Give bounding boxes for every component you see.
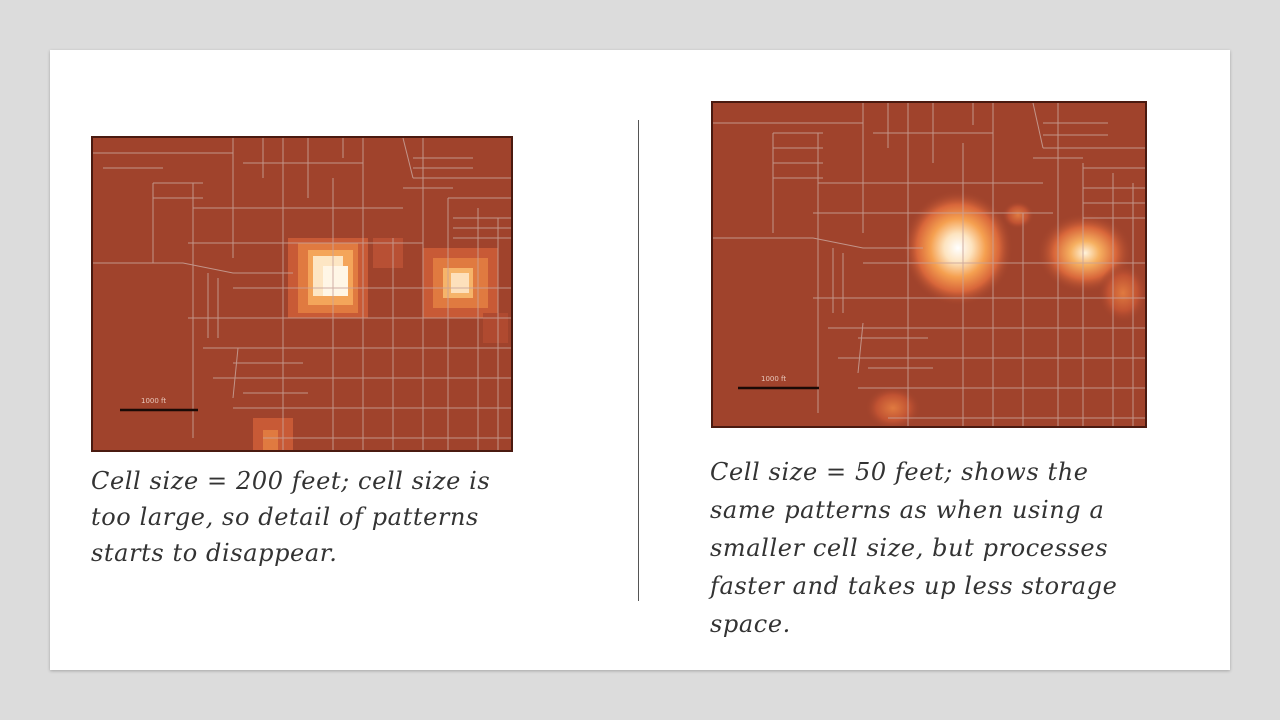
scale-bar-label: 1000 ft	[761, 375, 786, 383]
density-map-200ft-graphic: 1000 ft	[93, 138, 511, 450]
scale-bar: 1000 ft	[738, 375, 819, 390]
caption-50ft: Cell size = 50 feet; shows the same patt…	[710, 458, 1118, 638]
slide: 1000 ft	[50, 50, 1230, 670]
column-divider	[638, 120, 639, 601]
density-map-50ft: 1000 ft	[711, 101, 1147, 428]
caption-200ft: Cell size = 200 feet; cell size is too l…	[91, 467, 491, 567]
density-map-200ft: 1000 ft	[91, 136, 513, 452]
hotspot-cells	[253, 238, 508, 450]
street-grid	[93, 138, 511, 450]
density-map-50ft-graphic: 1000 ft	[713, 103, 1145, 426]
scale-bar-label: 1000 ft	[141, 397, 166, 405]
scale-bar: 1000 ft	[120, 397, 198, 412]
street-grid	[713, 103, 1145, 426]
hotspot-gradients	[865, 190, 1145, 426]
